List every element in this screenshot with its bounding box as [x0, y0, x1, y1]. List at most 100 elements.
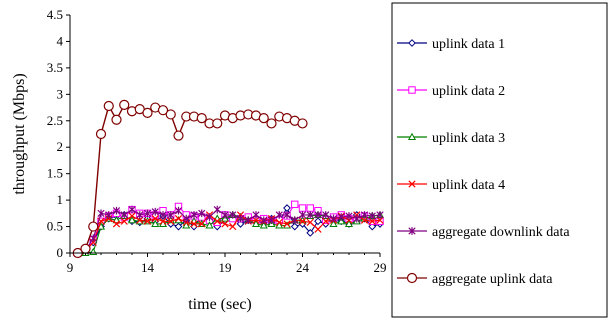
series-4-point-39: [376, 216, 384, 224]
legend-label: uplink data 1: [432, 37, 505, 52]
series-3-point-10: [151, 219, 160, 227]
series-5-point-30: [306, 211, 314, 219]
series-5-point-33: [329, 214, 338, 223]
series-1-point-28: [290, 222, 299, 231]
series-4-point-26: [275, 218, 283, 226]
series-3-point-35: [344, 219, 354, 227]
x-tick-label-2: 19: [219, 260, 232, 275]
series-5-point-31: [314, 211, 322, 219]
legend-label: uplink data 2: [432, 84, 505, 99]
series-4-point-15: [190, 220, 198, 228]
series-4-point-30: [306, 218, 314, 226]
series-5-point-37: [360, 211, 369, 219]
series-5-point-23: [252, 211, 260, 219]
y-tick-label-5: 2.5: [47, 113, 63, 128]
series-4-point-29: [298, 217, 307, 225]
series-5-point-5: [112, 206, 121, 215]
series-5-point-35: [345, 212, 353, 220]
legend-swatch-marker: [408, 39, 416, 47]
series-6-point-12: [165, 109, 176, 120]
series-5-point-19: [221, 211, 229, 219]
series-4-point-16: [198, 220, 206, 228]
legend-label: uplink data 4: [432, 178, 505, 193]
series-4-point-19: [221, 220, 229, 228]
legend-label: aggregate downlink data: [432, 225, 570, 240]
series-5-point-12: [167, 211, 175, 219]
series-5-point-13: [174, 206, 183, 215]
series-4-point-32: [322, 217, 330, 225]
y-tick-label-2: 1: [57, 192, 64, 207]
series-3-point-7: [127, 215, 137, 224]
series-4-point-11: [159, 217, 167, 225]
series-5-point-14: [182, 214, 190, 223]
series-5-point-11: [159, 211, 167, 219]
y-tick-label-3: 1.5: [47, 166, 63, 181]
legend-item-5: aggregate downlink data: [397, 225, 570, 240]
series-5-point-34: [337, 213, 345, 221]
series-5-point-15: [190, 211, 198, 219]
y-tick-label-1: 0.5: [47, 219, 63, 234]
x-tick-label-3: 24: [296, 260, 310, 275]
series-2-point-29: [298, 204, 307, 212]
series-3-point-34: [337, 217, 346, 225]
series-1-point-21: [236, 220, 245, 228]
legend-item-1: uplink data 1: [397, 37, 505, 52]
series-3-point-26: [275, 221, 284, 229]
series-5-point-26: [275, 211, 283, 219]
series-4-point-8: [136, 216, 144, 224]
series-6-point-6: [119, 99, 130, 111]
y-tick-label-4: 2: [57, 139, 64, 154]
series-4-point-10: [151, 214, 159, 223]
series-5-point-6: [120, 211, 128, 219]
series-5-line: [77, 208, 381, 254]
series-4-point-31: [314, 225, 322, 233]
series-3-point-5: [112, 215, 121, 224]
legend-label: aggregate uplink data: [432, 272, 553, 287]
series-4-point-7: [128, 212, 136, 220]
series-4-point-18: [213, 217, 221, 225]
series-6: [72, 99, 308, 259]
legend-swatch-marker: [408, 86, 416, 94]
series-1-point-30: [306, 228, 315, 237]
series-4-point-6: [120, 217, 128, 225]
series-5-point-9: [143, 209, 152, 218]
series-6-point-3: [95, 128, 107, 140]
y-tick-label-7: 3.5: [47, 60, 63, 75]
series-3-point-33: [329, 219, 338, 227]
series-5-point-8: [136, 211, 144, 219]
series-layer: [72, 99, 385, 259]
series-6-point-5: [111, 114, 122, 125]
series-4-point-38: [368, 217, 376, 225]
series-6-point-24: [258, 113, 269, 124]
series-5-point-21: [236, 214, 245, 223]
series-2-point-28: [291, 200, 299, 209]
series-6-point-11: [157, 105, 169, 116]
series-6-point-29: [297, 118, 308, 129]
series-5-point-2: [89, 234, 97, 243]
legend-swatch-marker: [406, 272, 418, 284]
series-5: [74, 205, 384, 257]
series-4-line: [77, 214, 381, 254]
legend-swatch-marker: [407, 132, 417, 141]
legend: uplink data 1 uplink data 2 uplink data 3 u…: [397, 37, 570, 287]
y-tick-label-9: 4.5: [47, 7, 63, 22]
series-4-point-5: [112, 220, 121, 228]
legend-item-3: uplink data 3: [397, 131, 505, 146]
legend-item-6: aggregate uplink data: [397, 272, 553, 287]
x-tick-label-0: 9: [67, 260, 74, 275]
series-6-point-1: [80, 243, 91, 254]
legend-item-4: uplink data 4: [397, 178, 505, 193]
legend-item-2: uplink data 2: [397, 84, 505, 99]
series-5-point-4: [105, 211, 113, 219]
series-5-point-39: [376, 211, 384, 219]
axes-layer: 0 0.5 1 1.5 2 2.5 3 3.5 4 4.5 9 14 19 24 29: [47, 7, 387, 275]
y-tick-label-8: 4: [57, 33, 64, 48]
series-6-point-16: [196, 113, 207, 124]
series-6-point-9: [142, 107, 153, 118]
series-4-point-12: [167, 217, 175, 225]
legend-box: [391, 2, 608, 318]
series-3-point-14: [182, 221, 191, 229]
series-4-point-37: [360, 216, 369, 224]
x-tick-label-4: 29: [374, 260, 387, 275]
